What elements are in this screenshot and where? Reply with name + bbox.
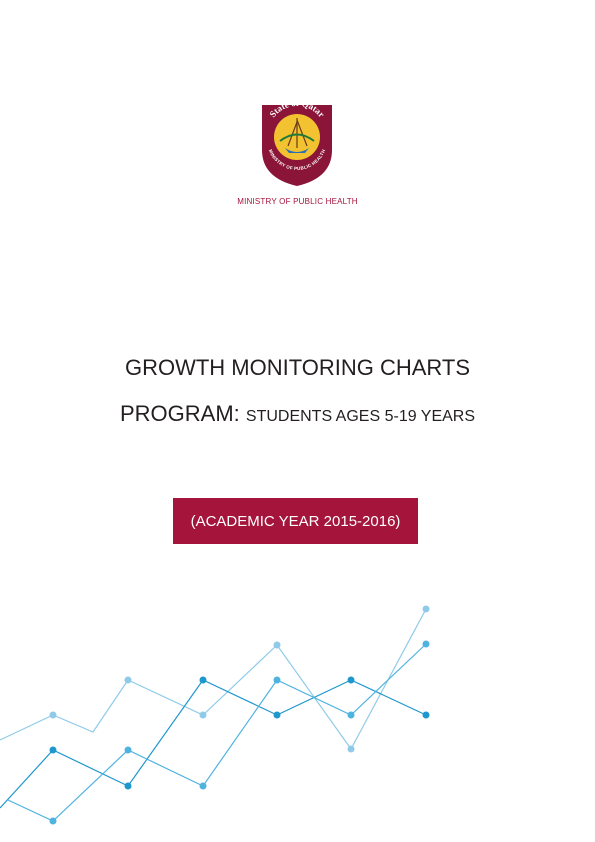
logo-boat — [285, 148, 309, 153]
title-line-2-main: PROGRAM: — [119, 401, 240, 426]
decor-dot — [199, 782, 207, 790]
decor-lines — [0, 605, 430, 825]
logo: State of Qatar MINISTRY OF PUBLIC HEALTH — [262, 98, 332, 186]
academic-year-badge: (ACADEMIC YEAR 2015-2016) — [173, 498, 418, 544]
decor-dot — [273, 711, 281, 719]
decor-dot — [199, 711, 207, 719]
title-line-2: PROGRAM: STUDENTS AGES 5-19 YEARS — [0, 401, 595, 427]
decor-dot — [347, 676, 355, 684]
decor-dot — [124, 746, 132, 754]
decor-dot — [273, 641, 281, 649]
decor-dot — [422, 711, 430, 719]
decor-dot — [49, 817, 57, 825]
decor-dot — [49, 746, 57, 754]
decor-line — [7, 643, 427, 822]
decor-line — [0, 608, 427, 751]
decor-dot — [347, 711, 355, 719]
decor-dot — [273, 676, 281, 684]
title-line-1: GROWTH MONITORING CHARTS — [124, 355, 471, 380]
logo-palm — [279, 133, 315, 142]
decor-dot — [49, 711, 57, 719]
decor-dot — [199, 676, 207, 684]
decor-dot — [124, 676, 132, 684]
decor-dot — [422, 640, 430, 648]
decor-dot — [347, 745, 355, 753]
decor-dot — [422, 605, 430, 613]
academic-year: (ACADEMIC YEAR 2015-2016) — [190, 512, 401, 530]
decor-dot — [124, 782, 132, 790]
title-line-2-sub: STUDENTS AGES 5-19 YEARS — [245, 408, 476, 425]
ministry-name: MINISTRY OF PUBLIC HEALTH — [237, 197, 358, 206]
decor-line — [0, 679, 427, 809]
